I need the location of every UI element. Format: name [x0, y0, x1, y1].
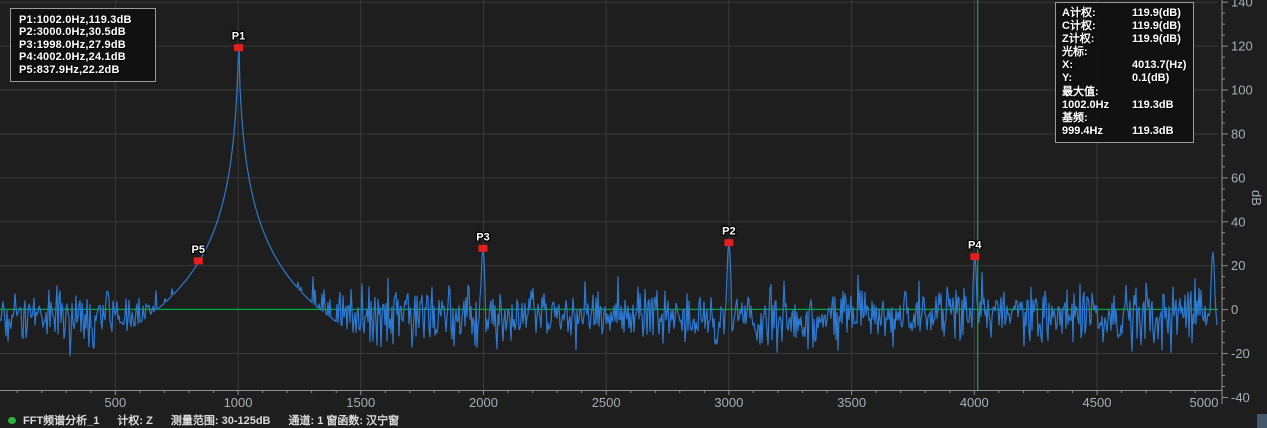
status-measurement-title[interactable]: FFT频谱分析_1: [23, 415, 100, 427]
status-item: 通道: 1 窗函数: 汉宁窗: [288, 415, 400, 427]
channel-indicator-dot: [8, 416, 16, 424]
svg-text:500: 500: [104, 395, 126, 410]
measurement-info-panel: A计权: 119.9(dB) C计权: 119.9(dB) Z计权: 119.9(dB) 光…: [1055, 2, 1194, 143]
peak-marker-P3[interactable]: P3: [475, 230, 491, 252]
info-row: 999.4Hz 119.3dB: [1062, 124, 1174, 137]
info-row: Y: 0.1(dB): [1062, 72, 1170, 85]
svg-text:3500: 3500: [837, 395, 866, 410]
x-axis: 500 1000 1500 2000 2500 3000 3500 4000 4500 5000: [0, 390, 1222, 410]
y-axis-title: dB: [1249, 190, 1264, 206]
peak-legend-panel: P1:1002.0Hz,119.3dB P2:3000.0Hz,30.5dB P3:…: [10, 8, 156, 83]
spectrum-plot-area[interactable]: P1 P2 P3 P4 P5 P1:1002.0Hz,119.3dB P2:3000.0H…: [0, 0, 1218, 390]
info-row: A计权: 119.9(dB): [1062, 7, 1181, 19]
gridlines: [0, 0, 1218, 390]
peak-legend-row: P5:837.9Hz,22.2dB: [19, 63, 120, 76]
svg-text:80: 80: [1231, 126, 1245, 141]
peak-legend-row: P2:3000.0Hz,30.5dB: [19, 26, 126, 39]
info-row: 1002.0Hz 119.3dB: [1062, 98, 1174, 111]
info-row: 光标:: [1062, 46, 1088, 59]
info-row: 最大值:: [1062, 85, 1099, 98]
peak-marker-P1[interactable]: P1: [231, 29, 247, 52]
svg-text:5000: 5000: [1190, 395, 1219, 410]
svg-text:P1: P1: [232, 31, 245, 43]
svg-text:-20: -20: [1231, 346, 1250, 361]
spectrum-trace: [0, 47, 1218, 357]
status-bar: FFT频谱分析_1 计权: Z 测量范围: 30-125dB 通道: 1 窗函数: …: [0, 412, 1267, 428]
svg-text:P2: P2: [722, 226, 735, 238]
svg-text:40: 40: [1231, 214, 1245, 229]
svg-text:-40: -40: [1231, 390, 1250, 405]
svg-text:2500: 2500: [592, 395, 621, 410]
y-axis: -40 -20 0 20 40 60 80 100 120 140: [1221, 0, 1253, 405]
svg-text:120: 120: [1231, 39, 1253, 54]
resize-grip[interactable]: [1257, 414, 1267, 428]
peak-legend-row: P4:4002.0Hz,24.1dB: [19, 51, 126, 64]
status-item: 计权: Z: [117, 415, 153, 427]
svg-text:100: 100: [1231, 83, 1253, 98]
svg-text:P3: P3: [476, 231, 489, 243]
spectrum-chart: P1 P2 P3 P4 P5: [0, 0, 1218, 390]
peak-legend-row: P1:1002.0Hz,119.3dB: [19, 14, 132, 26]
info-row: Z计权: 119.9(dB): [1062, 33, 1181, 46]
svg-text:2000: 2000: [469, 395, 498, 410]
svg-text:4000: 4000: [960, 395, 989, 410]
svg-text:1000: 1000: [224, 395, 253, 410]
info-row: X: 4013.7(Hz): [1062, 59, 1187, 72]
svg-text:140: 140: [1231, 0, 1253, 10]
svg-text:3000: 3000: [714, 395, 743, 410]
svg-text:P4: P4: [968, 240, 982, 252]
svg-text:1500: 1500: [346, 395, 375, 410]
svg-text:20: 20: [1231, 258, 1245, 273]
svg-text:P5: P5: [192, 244, 205, 256]
peak-marker-P2[interactable]: P2: [721, 224, 737, 247]
svg-text:4500: 4500: [1083, 395, 1112, 410]
info-row: 基频:: [1062, 111, 1088, 124]
peak-marker-P5[interactable]: P5: [190, 243, 206, 265]
peak-marker-P4[interactable]: P4: [967, 238, 984, 261]
info-row: C计权: 119.9(dB): [1062, 20, 1181, 33]
status-item: 测量范围: 30-125dB: [170, 415, 271, 427]
svg-text:0: 0: [1231, 302, 1238, 317]
peak-legend-row: P3:1998.0Hz,27.9dB: [19, 38, 126, 51]
svg-text:60: 60: [1231, 170, 1245, 185]
status-items: 计权: Z 测量范围: 30-125dB 通道: 1 窗函数: 汉宁窗: [117, 412, 417, 428]
